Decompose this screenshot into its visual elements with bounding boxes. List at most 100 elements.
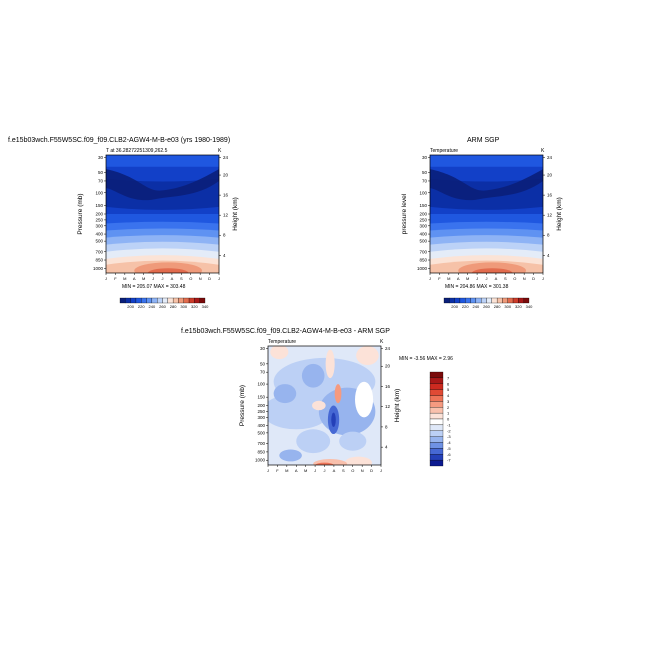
y-tick-right-label: 20	[223, 173, 229, 178]
panel3-colorbar-label: -4	[447, 440, 451, 445]
panel1-subtitle: T at 36.28272251309,262.5	[106, 148, 168, 154]
x-tick-label: D	[370, 468, 373, 473]
x-tick-label: S	[342, 468, 345, 473]
panel1-colorbar-swatch	[183, 297, 190, 304]
panel2-stats: MIN = 204.86 MAX = 301.38	[445, 284, 509, 290]
panel3-stats: MIN = -3.56 MAX = 2.96	[399, 356, 453, 362]
x-tick-label: N	[523, 276, 526, 281]
y-tick-label: 700	[419, 249, 427, 254]
y-tick-label: 1000	[255, 458, 266, 463]
panel3-colorbar-swatch	[429, 436, 444, 443]
panel1-colorbar-swatch	[151, 297, 158, 304]
y-tick-right-label: 8	[385, 424, 388, 429]
x-tick-label: J	[542, 276, 544, 281]
y-tick-right-label: 4	[223, 253, 226, 258]
panel1-colorbar-swatch	[178, 297, 184, 304]
y-tick-label: 200	[419, 212, 427, 217]
y-tick-label: 150	[419, 203, 427, 208]
panel2-colorbar-swatch	[507, 297, 514, 304]
panel3-colorbar-swatch	[429, 389, 444, 396]
panel2-warm-core-inner	[471, 268, 513, 273]
panel1-colorbar-swatch	[146, 297, 153, 304]
panel3-colorbar-swatch	[429, 395, 444, 402]
y-tick-label: 200	[257, 403, 265, 408]
y-tick-label: 30	[98, 155, 104, 160]
x-tick-label: O	[513, 276, 516, 281]
x-tick-label: A	[133, 276, 136, 281]
panel1-colorbar-label: 260	[159, 304, 166, 309]
y-tick-label: 700	[257, 441, 265, 446]
panel3-colorbar-label: 5	[447, 387, 450, 392]
panel3-colorbar-label: 6	[447, 381, 450, 386]
y-tick-label: 30	[260, 346, 266, 351]
panel3-colorbar-swatch	[429, 412, 444, 420]
panel3-colorbar-label: 2	[447, 405, 450, 410]
diff-contour	[315, 462, 334, 465]
panel1-colorbar-swatch	[188, 297, 195, 304]
panel2-colorbar-swatch	[481, 297, 487, 304]
panel1-colorbar-swatch	[199, 297, 206, 304]
panel2-warm-core	[458, 262, 527, 273]
panel2-colorbar-swatch	[454, 297, 461, 304]
panel2-colorbar-swatch	[496, 297, 503, 304]
y-tick-right-label: 24	[223, 155, 229, 160]
x-tick-label: F	[438, 276, 441, 281]
x-tick-label: N	[199, 276, 202, 281]
panel2-subtitle: Temperature	[430, 148, 459, 154]
panel1-colorbar-swatch	[167, 297, 174, 304]
y-tick-right-label: 4	[547, 253, 550, 258]
x-tick-label: D	[208, 276, 211, 281]
diff-contour	[339, 431, 367, 451]
y-tick-label: 250	[257, 409, 265, 414]
panel3-colorbar-label: 7	[447, 375, 450, 380]
panel1-ylabel: Pressure (mb)	[77, 193, 84, 234]
diff-contour	[355, 381, 374, 418]
x-tick-label: J	[267, 468, 269, 473]
x-tick-label: S	[504, 276, 507, 281]
y-tick-right-label: 24	[385, 346, 391, 351]
panel2-colorbar-swatch	[523, 297, 530, 304]
diff-contour	[325, 349, 335, 379]
y-tick-right-label: 16	[385, 384, 391, 389]
panel3-colorbar-swatch	[429, 442, 444, 449]
x-tick-label: F	[276, 468, 279, 473]
y-tick-label: 100	[419, 190, 427, 195]
x-tick-label: A	[333, 468, 336, 473]
x-tick-label: A	[295, 468, 298, 473]
x-tick-label: J	[380, 468, 382, 473]
panel2-colorbar-swatch	[518, 297, 524, 304]
y-tick-label: 1000	[93, 266, 104, 271]
panel1-warm-core-inner	[147, 268, 189, 273]
panel3-colorbar-swatch	[429, 454, 444, 461]
panel3-colorbar-swatch	[429, 448, 444, 455]
panel1-colorbar-swatch	[130, 297, 137, 304]
diff-contour	[331, 412, 336, 427]
y-tick-right-label: 8	[547, 233, 550, 238]
y-tick-label: 500	[95, 239, 103, 244]
panel2-unit: K	[541, 148, 545, 154]
diff-contour	[356, 346, 379, 366]
panel2-plot	[429, 154, 544, 274]
diff-contour	[344, 456, 372, 465]
y-tick-label: 300	[419, 223, 427, 228]
y-tick-right-label: 8	[223, 233, 226, 238]
y-tick-right-label: 16	[223, 193, 229, 198]
diff-contour	[273, 384, 297, 404]
y-tick-label: 100	[257, 382, 265, 387]
y-tick-label: 70	[260, 370, 266, 375]
x-tick-label: M	[447, 276, 450, 281]
y-tick-label: 500	[257, 430, 265, 435]
x-tick-label: M	[123, 276, 126, 281]
panel1-cold-region	[106, 169, 219, 201]
panel2-colorbar-swatch	[491, 297, 498, 304]
panel3-colorbar-swatch	[429, 377, 444, 384]
panel2-colorbar-swatch	[512, 297, 519, 304]
panel1-field	[106, 155, 219, 273]
panel2-colorbar-label: 200	[451, 304, 458, 309]
y-tick-label: 30	[422, 155, 428, 160]
y-tick-label: 300	[257, 415, 265, 420]
panel1-colorbar-swatch	[135, 297, 142, 304]
panel3-colorbar-label: -5	[447, 446, 451, 451]
panel3-ylabel: Pressure (mb)	[239, 385, 246, 426]
panel2-cold-region	[430, 169, 543, 201]
